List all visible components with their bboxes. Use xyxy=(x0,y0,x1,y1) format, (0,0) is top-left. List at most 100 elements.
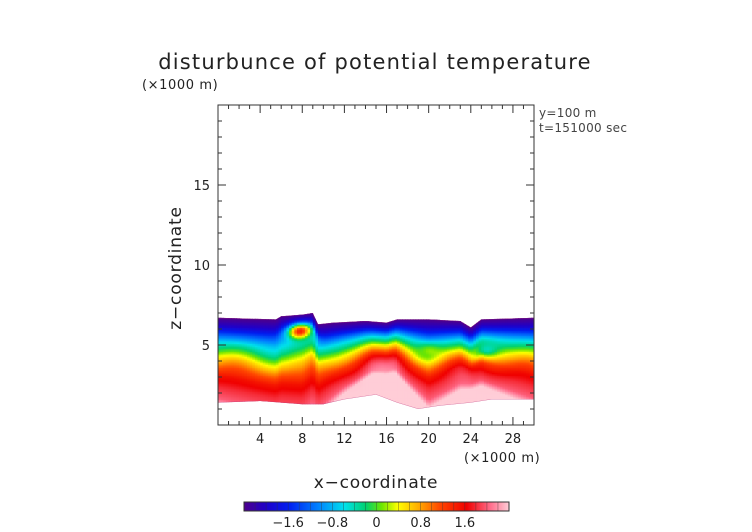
field-cell xyxy=(283,338,288,341)
field-cell xyxy=(347,361,351,364)
field-cell xyxy=(294,314,298,317)
field-cell xyxy=(354,353,359,356)
field-cell xyxy=(265,337,269,340)
field-cell xyxy=(331,361,335,364)
field-cell xyxy=(407,385,411,388)
field-cell xyxy=(428,362,432,365)
field-cell xyxy=(386,385,390,388)
field-cell xyxy=(325,329,330,332)
field-cell xyxy=(407,351,411,354)
field-cell xyxy=(357,348,361,351)
field-cell xyxy=(391,349,396,352)
field-cell xyxy=(399,337,403,340)
field-cell xyxy=(278,383,282,386)
field-cell xyxy=(289,404,293,407)
field-cell xyxy=(249,345,253,348)
field-cell xyxy=(283,405,288,408)
field-cell xyxy=(312,317,317,320)
field-cell xyxy=(239,335,243,338)
field-cell xyxy=(410,370,414,373)
field-cell xyxy=(252,343,256,346)
field-cell xyxy=(312,362,317,365)
field-cell xyxy=(265,361,269,364)
field-cell xyxy=(394,373,398,376)
field-cell xyxy=(241,353,245,356)
field-cell xyxy=(299,397,303,400)
field-cell xyxy=(331,402,335,405)
field-cell xyxy=(407,333,411,336)
field-cell xyxy=(433,354,438,357)
field-cell xyxy=(239,369,243,372)
field-cell xyxy=(262,404,266,407)
field-cell xyxy=(336,383,340,386)
field-cell xyxy=(339,324,343,327)
field-cell xyxy=(420,367,424,370)
field-cell xyxy=(278,348,282,351)
field-cell xyxy=(339,396,343,399)
field-cell xyxy=(239,404,243,407)
field-cell xyxy=(220,378,224,381)
field-cell xyxy=(262,348,266,351)
field-cell xyxy=(397,327,401,330)
field-cell xyxy=(341,388,345,391)
field-cell xyxy=(404,389,409,392)
field-cell xyxy=(333,330,338,333)
field-cell xyxy=(268,380,272,383)
field-cell xyxy=(386,372,390,375)
field-cell xyxy=(349,353,353,356)
field-cell xyxy=(428,383,432,386)
field-cell xyxy=(347,394,351,397)
field-cell xyxy=(294,399,298,402)
field-cell xyxy=(412,348,417,351)
field-cell xyxy=(273,380,277,383)
field-cell xyxy=(407,396,411,399)
field-cell xyxy=(365,372,369,375)
field-cell xyxy=(323,380,327,383)
field-cell xyxy=(397,322,401,325)
field-cell xyxy=(426,385,430,388)
field-cell xyxy=(389,365,393,368)
field-cell xyxy=(273,351,277,354)
field-cell xyxy=(436,393,440,396)
field-cell xyxy=(426,341,430,344)
field-cell xyxy=(223,335,227,338)
field-cell xyxy=(418,324,422,327)
field-cell xyxy=(431,349,435,352)
field-cell xyxy=(283,322,288,325)
field-cell xyxy=(239,317,243,320)
field-cell xyxy=(294,313,298,314)
field-cell xyxy=(233,391,238,394)
field-cell xyxy=(307,397,311,400)
field-cell xyxy=(278,373,282,376)
field-cell xyxy=(381,341,385,344)
field-cell xyxy=(412,340,417,343)
field-cell xyxy=(347,378,351,381)
field-cell xyxy=(349,325,353,328)
field-cell xyxy=(310,337,314,340)
field-cell xyxy=(418,380,422,383)
field-cell xyxy=(249,335,253,338)
field-cell xyxy=(383,389,388,392)
field-cell xyxy=(331,335,335,338)
field-cell xyxy=(347,349,351,352)
field-cell xyxy=(389,325,393,328)
field-cell xyxy=(278,349,282,352)
field-cell xyxy=(228,369,232,372)
field-cell xyxy=(415,332,419,335)
field-cell xyxy=(302,351,306,354)
field-cell xyxy=(347,346,351,349)
field-cell xyxy=(402,351,406,354)
field-cell xyxy=(307,365,311,368)
field-cell xyxy=(423,357,427,360)
field-cell xyxy=(252,370,256,373)
field-cell xyxy=(289,411,292,413)
field-cell xyxy=(383,338,388,341)
field-cell xyxy=(368,354,372,357)
field-cell xyxy=(281,388,285,391)
field-cell xyxy=(310,389,314,392)
field-cell xyxy=(331,397,335,400)
field-cell xyxy=(431,407,435,409)
field-cell xyxy=(291,321,295,324)
field-cell xyxy=(365,404,369,407)
field-cell xyxy=(407,372,411,375)
